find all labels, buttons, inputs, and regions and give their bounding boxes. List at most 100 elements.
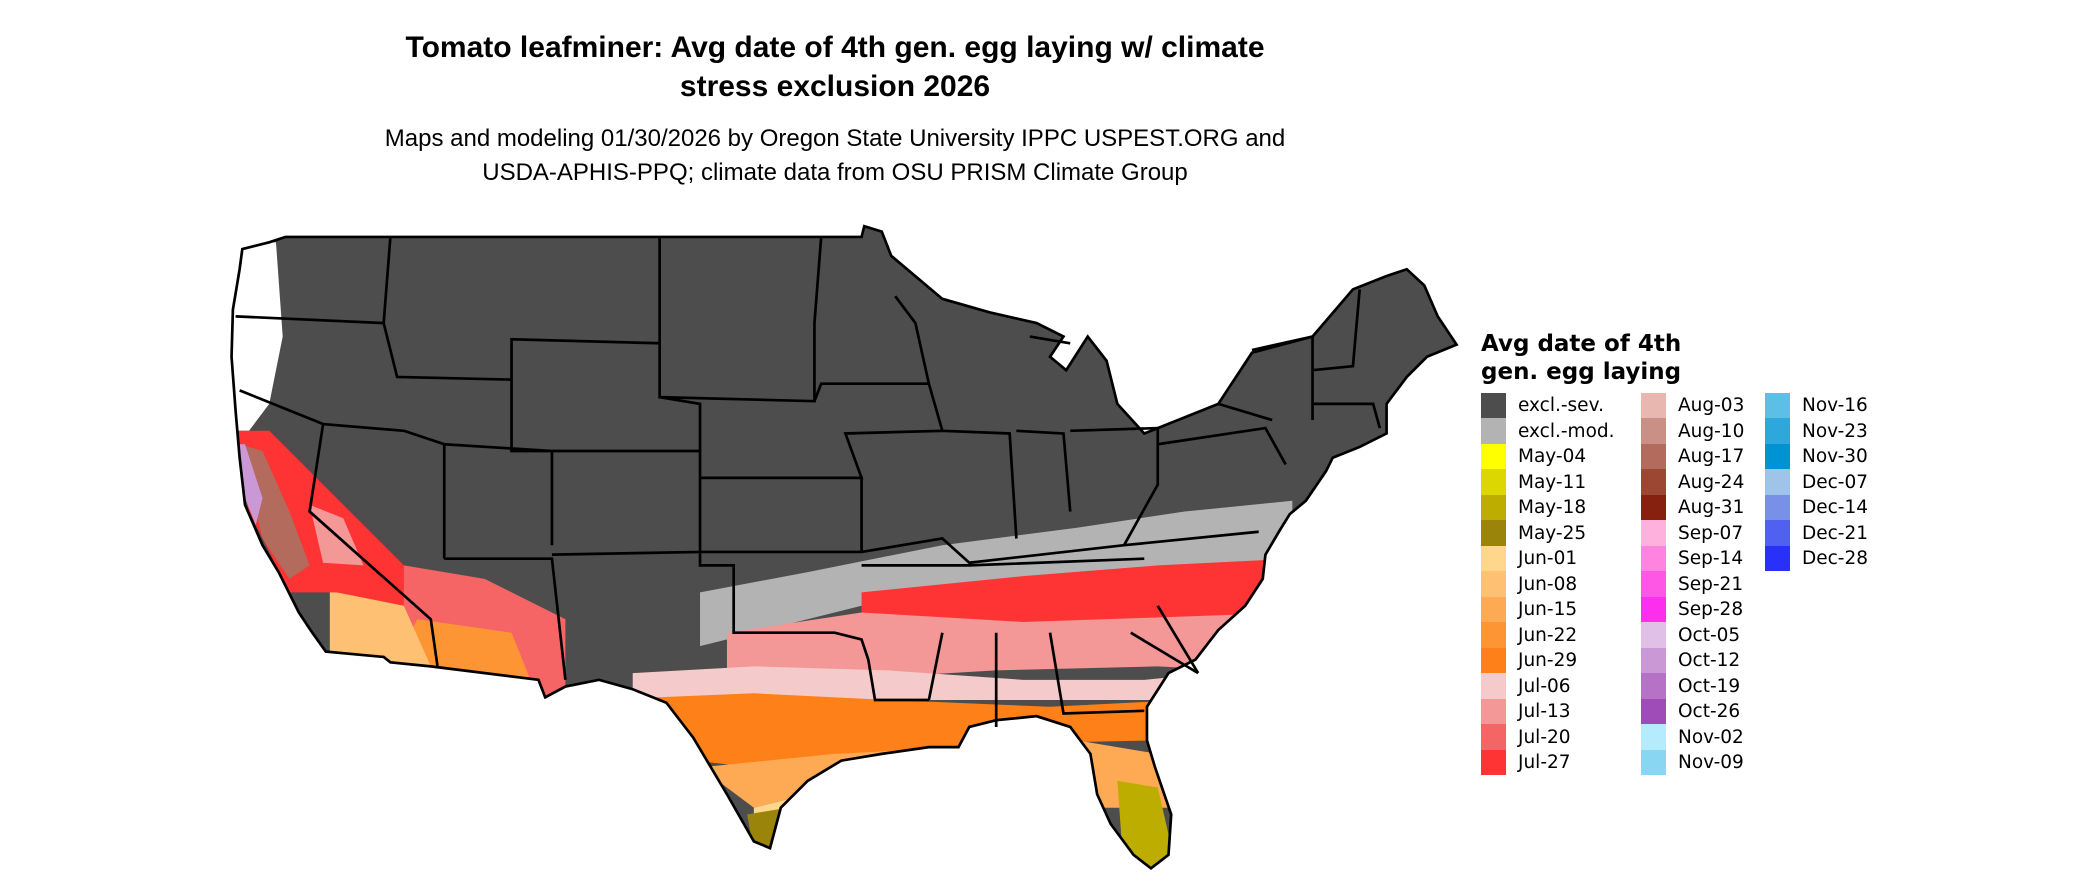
legend-item: Oct-05 (1641, 622, 1741, 648)
legend-label: Aug-24 (1678, 471, 1745, 493)
legend-label: Dec-07 (1802, 471, 1869, 493)
legend-item: Dec-21 (1765, 520, 1869, 546)
legend-label: Oct-12 (1678, 650, 1741, 671)
legend-label: Oct-26 (1678, 701, 1741, 722)
legend-swatch (1641, 520, 1666, 546)
legend-label: May-11 (1518, 471, 1587, 493)
legend-label: Jun-08 (1518, 573, 1578, 595)
map-title: Tomato leafminer: Avg date of 4th gen. e… (250, 28, 1420, 106)
legend-label: Dec-21 (1802, 522, 1869, 544)
legend-label: Jun-29 (1518, 650, 1578, 671)
map-subtitle: Maps and modeling 01/30/2026 by Oregon S… (250, 122, 1420, 190)
legend-item: May-18 (1481, 494, 1587, 521)
legend-swatch (1481, 392, 1506, 419)
legend-swatch (1641, 647, 1666, 674)
legend-swatch (1641, 622, 1666, 648)
legend-swatch (1481, 418, 1506, 444)
legend-label: Nov-30 (1802, 446, 1868, 467)
legend-label: Jul-20 (1518, 726, 1571, 748)
legend-swatch (1481, 724, 1506, 750)
legend-label: Jun-22 (1518, 624, 1578, 646)
legend-swatch (1641, 596, 1666, 623)
legend-item: excl.-sev. (1481, 392, 1604, 419)
legend-swatch (1481, 647, 1506, 674)
legend-label: Sep-14 (1678, 548, 1744, 569)
legend-swatch (1765, 469, 1790, 495)
legend-swatch (1765, 392, 1790, 419)
legend-item: Jun-29 (1481, 647, 1578, 674)
legend-swatch (1481, 494, 1506, 521)
zone-jun-29 (592, 693, 1212, 768)
legend-swatch (1481, 622, 1506, 648)
legend-swatch (1481, 698, 1506, 725)
legend-swatch (1641, 724, 1666, 750)
legend-label: Jul-27 (1518, 752, 1571, 773)
legend-item: Aug-03 (1641, 392, 1745, 419)
legend-swatch (1481, 749, 1506, 776)
legend-label: Nov-02 (1678, 726, 1744, 748)
legend-item: Jun-22 (1481, 622, 1578, 648)
legend-label: Aug-03 (1678, 395, 1745, 416)
legend-item: Jul-06 (1481, 673, 1571, 699)
legend-item: Jul-13 (1481, 698, 1571, 725)
legend-item: Jun-08 (1481, 571, 1578, 597)
legend-item: Dec-07 (1765, 469, 1869, 495)
legend-item: excl.-mod. (1481, 418, 1615, 444)
legend-item: Dec-28 (1765, 545, 1868, 572)
legend-swatch (1641, 673, 1666, 699)
legend-swatch (1481, 520, 1506, 546)
legend-label: Sep-21 (1678, 573, 1744, 595)
legend-item: May-25 (1481, 520, 1587, 546)
legend-label: Sep-28 (1678, 599, 1744, 620)
legend-item: Aug-17 (1641, 443, 1745, 470)
legend-label: May-25 (1518, 522, 1587, 544)
subtitle-line-1: Maps and modeling 01/30/2026 by Oregon S… (384, 125, 1286, 152)
legend-item: Jul-20 (1481, 724, 1571, 750)
legend-item: Sep-21 (1641, 571, 1744, 597)
legend-label: Aug-10 (1678, 420, 1745, 442)
legend-item: Jun-01 (1481, 545, 1578, 572)
legend-swatch (1481, 596, 1506, 623)
legend-item: Nov-09 (1641, 749, 1744, 776)
legend-label: Sep-07 (1678, 522, 1744, 544)
excluded-moderate-band (700, 500, 1293, 647)
legend-swatch (1641, 494, 1666, 521)
legend-swatch (1481, 443, 1506, 470)
legend-label: Aug-17 (1678, 446, 1745, 467)
legend-swatch (1641, 418, 1666, 444)
legend-swatch (1765, 494, 1790, 521)
legend-label: May-18 (1518, 497, 1587, 518)
legend-label: Jul-13 (1518, 701, 1571, 722)
legend-swatch (1765, 443, 1790, 470)
legend-item: Oct-26 (1641, 698, 1741, 725)
legend-label: Oct-19 (1678, 675, 1741, 697)
legend-item: Sep-14 (1641, 545, 1744, 572)
legend-label: Oct-05 (1678, 624, 1741, 646)
legend-title-line-1: Avg date of 4th (1481, 331, 1682, 357)
legend-item: Nov-16 (1765, 392, 1868, 419)
legend-item: Nov-02 (1641, 724, 1744, 750)
legend-swatch (1641, 392, 1666, 419)
excluded-severe-region (231, 226, 1457, 869)
legend-label: Dec-14 (1802, 497, 1869, 518)
legend-label: Nov-23 (1802, 420, 1868, 442)
legend-label: May-04 (1518, 446, 1587, 467)
legend-item: May-11 (1481, 469, 1587, 495)
legend-item: Jun-15 (1481, 596, 1577, 623)
state-borders (230, 224, 1458, 870)
legend-swatch (1481, 545, 1506, 572)
zone-jun-08-socal (329, 578, 431, 667)
legend-swatch (1641, 545, 1666, 572)
legend-swatch (1641, 443, 1666, 470)
no-data-zone-pacific-nw (231, 242, 283, 431)
legend-title-line-2: gen. egg laying (1481, 359, 1682, 385)
legend-swatch (1481, 469, 1506, 495)
legend-item: Sep-07 (1641, 520, 1744, 546)
legend-item: Oct-19 (1641, 673, 1741, 699)
legend-label: Jul-06 (1518, 675, 1571, 697)
title-line-2: stress exclusion 2026 (679, 70, 991, 103)
legend-label: Jun-01 (1518, 548, 1578, 569)
legend-swatch (1481, 571, 1506, 597)
legend-swatch (1765, 545, 1790, 572)
